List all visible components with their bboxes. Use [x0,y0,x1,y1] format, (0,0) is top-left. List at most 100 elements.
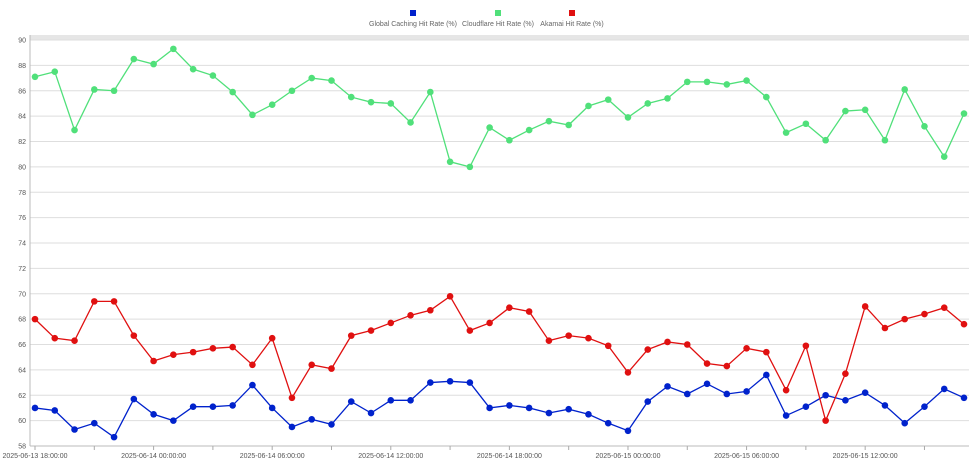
data-point[interactable] [585,410,592,418]
data-point[interactable] [268,334,276,342]
data-point[interactable] [130,395,138,403]
legend-item[interactable]: Akamai Hit Rate (%) [540,10,604,28]
data-point[interactable] [51,407,59,414]
data-point[interactable] [170,417,177,424]
legend-item[interactable]: Global Caching Hit Rate (%) [369,10,457,28]
data-point[interactable] [90,86,98,93]
data-point[interactable] [249,361,256,369]
data-point[interactable] [189,65,197,73]
data-point[interactable] [901,315,909,323]
data-point[interactable] [229,402,236,409]
data-point[interactable] [822,136,829,144]
data-point[interactable] [723,81,731,88]
data-point[interactable] [525,126,533,134]
data-point[interactable] [347,93,355,101]
data-point[interactable] [822,417,829,424]
data-point[interactable] [347,332,355,339]
data-point[interactable] [644,100,652,107]
data-point[interactable] [545,409,553,417]
data-point[interactable] [506,402,513,409]
data-point[interactable] [683,390,691,398]
data-point[interactable] [308,74,316,82]
legend-item[interactable]: Cloudflare Hit Rate (%) [462,10,534,28]
data-point[interactable] [585,334,592,342]
data-point[interactable] [387,100,395,107]
data-point[interactable] [387,319,395,327]
data-point[interactable] [881,136,889,144]
data-point[interactable] [209,72,217,79]
data-point[interactable] [644,398,652,405]
data-point[interactable] [347,398,355,405]
data-point[interactable] [802,403,810,410]
data-point[interactable] [486,319,493,327]
data-point[interactable] [387,397,395,404]
data-point[interactable] [110,433,118,441]
data-point[interactable] [763,371,770,379]
data-point[interactable] [110,87,118,95]
data-point[interactable] [51,68,59,76]
data-point[interactable] [842,397,849,404]
data-point[interactable] [367,409,375,417]
data-point[interactable] [802,120,810,128]
data-point[interactable] [130,332,138,339]
data-point[interactable] [604,96,612,103]
data-point[interactable] [802,342,810,350]
data-point[interactable] [545,117,553,125]
data-point[interactable] [940,385,948,393]
data-point[interactable] [31,73,39,81]
data-point[interactable] [703,360,711,367]
data-point[interactable] [209,345,217,352]
data-point[interactable] [960,394,968,402]
data-point[interactable] [842,107,849,115]
data-point[interactable] [763,348,770,356]
data-point[interactable] [604,342,612,350]
data-point[interactable] [407,312,414,319]
data-point[interactable] [209,403,217,410]
data-point[interactable] [525,404,533,412]
data-point[interactable] [604,419,612,427]
data-point[interactable] [921,122,928,130]
data-point[interactable] [288,423,296,431]
data-point[interactable] [71,337,78,344]
data-point[interactable] [940,153,948,161]
data-point[interactable] [960,320,968,328]
data-point[interactable] [90,298,98,305]
data-point[interactable] [466,163,474,171]
data-point[interactable] [367,327,375,334]
data-point[interactable] [861,389,869,397]
data-point[interactable] [446,292,454,300]
data-point[interactable] [525,308,533,315]
data-point[interactable] [565,405,572,413]
data-point[interactable] [249,111,256,119]
data-point[interactable] [268,404,276,412]
data-point[interactable] [565,121,572,129]
data-point[interactable] [31,404,39,412]
data-point[interactable] [189,403,197,410]
data-point[interactable] [407,397,414,404]
data-point[interactable] [703,78,711,86]
data-point[interactable] [486,124,493,131]
data-point[interactable] [328,365,335,372]
data-point[interactable] [624,369,632,376]
data-point[interactable] [960,110,968,117]
data-point[interactable] [427,88,434,96]
data-point[interactable] [427,379,434,386]
data-point[interactable] [585,102,592,110]
data-point[interactable] [407,119,414,126]
data-point[interactable] [150,410,157,418]
data-point[interactable] [743,77,750,84]
data-point[interactable] [743,345,750,352]
data-point[interactable] [901,419,909,427]
data-point[interactable] [446,158,454,166]
data-point[interactable] [881,402,889,409]
data-point[interactable] [861,106,869,114]
data-point[interactable] [842,370,849,377]
data-point[interactable] [130,55,138,63]
data-point[interactable] [506,304,513,312]
data-point[interactable] [308,416,316,423]
data-point[interactable] [565,332,572,339]
data-point[interactable] [328,77,335,84]
data-point[interactable] [268,101,276,109]
data-point[interactable] [861,303,869,310]
data-point[interactable] [170,45,177,53]
